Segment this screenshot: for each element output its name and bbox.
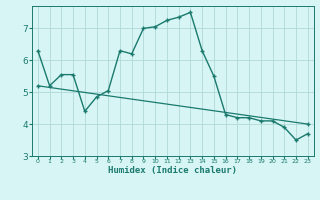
- X-axis label: Humidex (Indice chaleur): Humidex (Indice chaleur): [108, 166, 237, 175]
